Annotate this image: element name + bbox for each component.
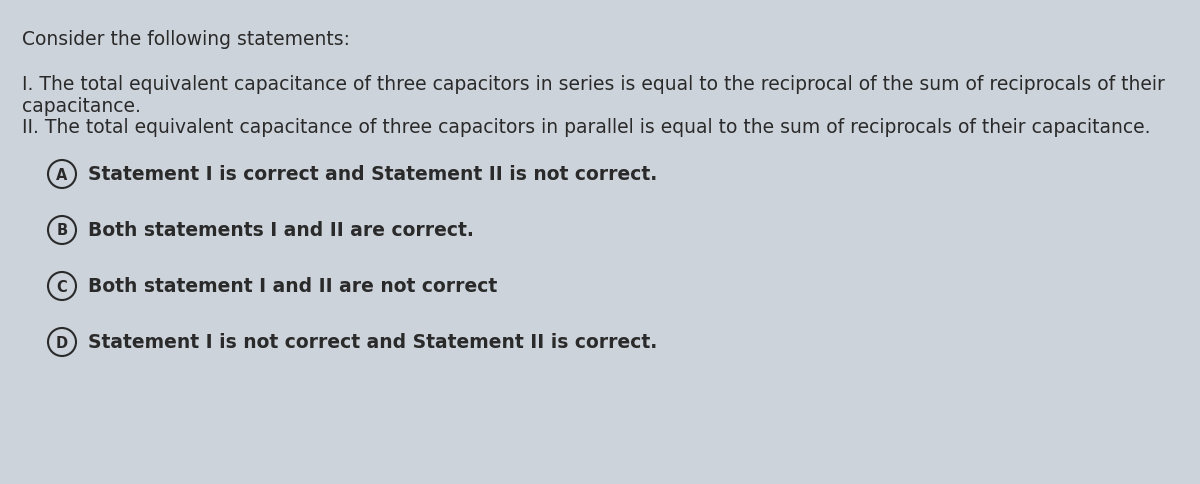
Text: Statement I is not correct and Statement II is correct.: Statement I is not correct and Statement… xyxy=(88,333,658,352)
Text: I. The total equivalent capacitance of three capacitors in series is equal to th: I. The total equivalent capacitance of t… xyxy=(22,75,1165,94)
Text: Consider the following statements:: Consider the following statements: xyxy=(22,30,350,49)
Text: II. The total equivalent capacitance of three capacitors in parallel is equal to: II. The total equivalent capacitance of … xyxy=(22,118,1151,136)
Text: C: C xyxy=(56,279,67,294)
Text: Both statements I and II are correct.: Both statements I and II are correct. xyxy=(88,221,474,240)
Text: D: D xyxy=(56,335,68,350)
Text: A: A xyxy=(56,167,67,182)
Text: capacitance.: capacitance. xyxy=(22,97,140,116)
Text: Statement I is correct and Statement II is not correct.: Statement I is correct and Statement II … xyxy=(88,165,658,184)
Text: Both statement I and II are not correct: Both statement I and II are not correct xyxy=(88,277,497,296)
Text: B: B xyxy=(56,223,67,238)
